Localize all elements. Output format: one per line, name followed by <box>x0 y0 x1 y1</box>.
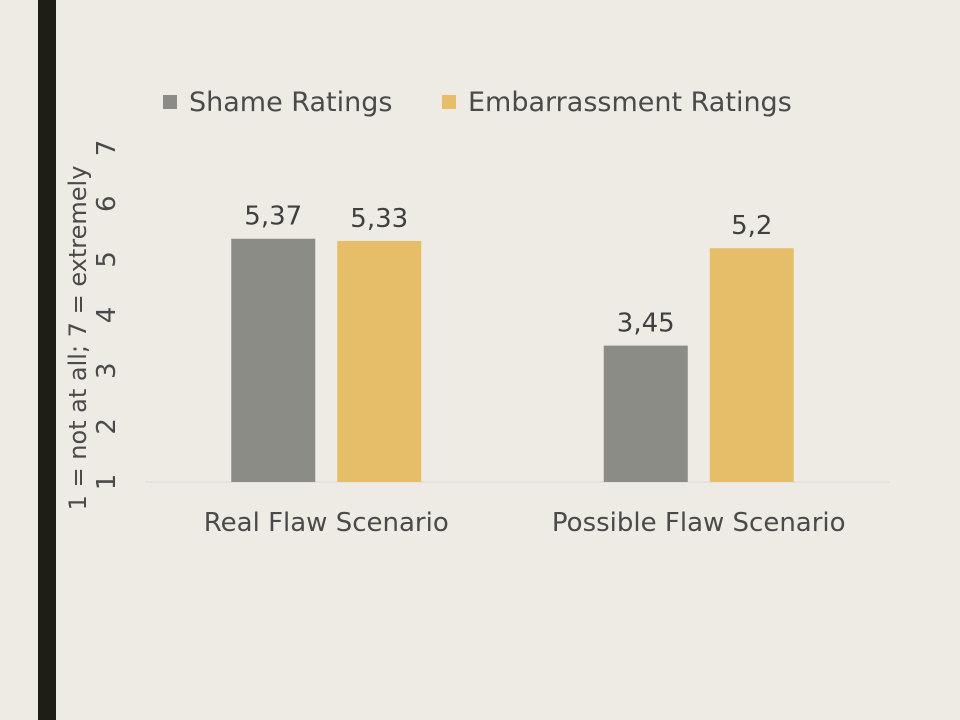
category-label: Possible Flaw Scenario <box>552 508 846 538</box>
category-label: Real Flaw Scenario <box>204 508 449 538</box>
y-tick-label: 3 <box>92 362 122 379</box>
legend-swatch <box>163 95 177 109</box>
bars <box>231 238 794 482</box>
y-axis-ticks: 1 2 3 4 5 6 7 <box>92 140 122 491</box>
bar-embarrassment <box>709 248 794 482</box>
y-tick-label: 4 <box>92 307 122 324</box>
data-labels: 5,37 5,33 3,45 5,2 <box>244 202 772 339</box>
data-label: 5,33 <box>350 204 408 234</box>
data-label: 3,45 <box>617 309 675 339</box>
bar-embarrassment <box>337 240 422 482</box>
y-tick-label: 2 <box>92 418 122 435</box>
bar-shame <box>603 345 688 482</box>
legend-swatch <box>442 95 456 109</box>
data-label: 5,2 <box>731 211 772 241</box>
y-tick-label: 5 <box>92 251 122 268</box>
bar-shame <box>231 238 316 482</box>
category-labels: Real Flaw Scenario Possible Flaw Scenario <box>204 508 846 538</box>
legend-label: Shame Ratings <box>189 87 392 118</box>
side-accent-bar <box>38 0 56 720</box>
y-axis-title: 1 = not at all; 7 = extremely <box>64 166 92 511</box>
y-tick-label: 6 <box>92 195 122 212</box>
y-tick-label: 1 <box>92 474 122 491</box>
data-label: 5,37 <box>244 202 302 232</box>
chart-legend: Shame Ratings Embarrassment Ratings <box>163 87 792 118</box>
y-tick-label: 7 <box>92 140 122 157</box>
legend-label: Embarrassment Ratings <box>468 87 792 118</box>
